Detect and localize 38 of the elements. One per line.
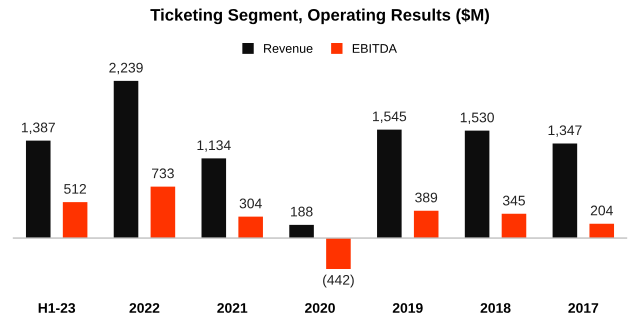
- bar: [114, 80, 138, 238]
- bar: [26, 140, 51, 238]
- data-label: 304: [240, 198, 262, 208]
- data-label: 188: [291, 206, 313, 217]
- data-label: 389: [415, 192, 438, 202]
- x-tick-label: 2018: [480, 303, 511, 313]
- data-label: 204: [590, 206, 613, 216]
- legend-label: EBITDA: [352, 44, 397, 53]
- x-tick-label: H1-23: [38, 303, 76, 313]
- data-label: 345: [502, 196, 525, 206]
- bar: [414, 210, 438, 238]
- data-label: 1,545: [373, 112, 406, 123]
- bar: [464, 130, 490, 238]
- x-tick-label: 2020: [305, 303, 335, 313]
- data-label: 512: [64, 184, 86, 194]
- bar: [150, 186, 176, 238]
- data-label: 1,387: [22, 122, 55, 134]
- x-tick-label: 2019: [392, 303, 423, 313]
- bar: [238, 216, 263, 238]
- x-tick-label: 2017: [568, 303, 598, 313]
- legend-label: Revenue: [264, 44, 313, 53]
- bar: [552, 143, 578, 238]
- x-tick-label: 2021: [217, 303, 248, 313]
- bar: [502, 214, 526, 238]
- bar: [326, 238, 351, 270]
- bar: [377, 130, 402, 238]
- x-tick-label: 2022: [129, 303, 160, 313]
- bar: [289, 224, 314, 238]
- data-label: 733: [152, 168, 174, 178]
- bar: [589, 224, 614, 238]
- chart-title: Ticketing Segment, Operating Results ($M): [150, 8, 489, 24]
- data-label: 1,347: [548, 125, 582, 137]
- data-label: (442): [323, 274, 354, 288]
- bar: [62, 202, 88, 238]
- data-label: 2,239: [109, 62, 143, 74]
- bar: [202, 158, 226, 238]
- data-label: 1,530: [460, 112, 494, 124]
- data-label: 1,134: [197, 140, 231, 152]
